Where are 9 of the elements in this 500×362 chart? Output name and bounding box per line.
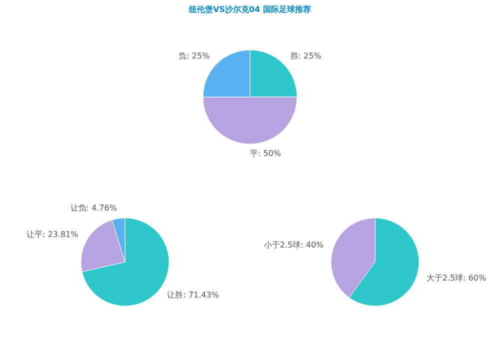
slice-label: 让胜: 71.43%	[167, 290, 220, 300]
slice-label: 平: 50%	[250, 149, 282, 158]
slice-label: 让平: 23.81%	[26, 230, 79, 239]
slice-label: 胜: 25%	[290, 52, 322, 61]
chart-title: 纽伦堡VS沙尔克04 国际足球推荐	[188, 5, 311, 14]
slice-label: 小于2.5球: 40%	[264, 240, 324, 250]
slice-label: 让负: 4.76%	[70, 204, 118, 213]
slice-label: 负: 25%	[178, 52, 210, 61]
slice-label: 大于2.5球: 60%	[426, 274, 486, 283]
